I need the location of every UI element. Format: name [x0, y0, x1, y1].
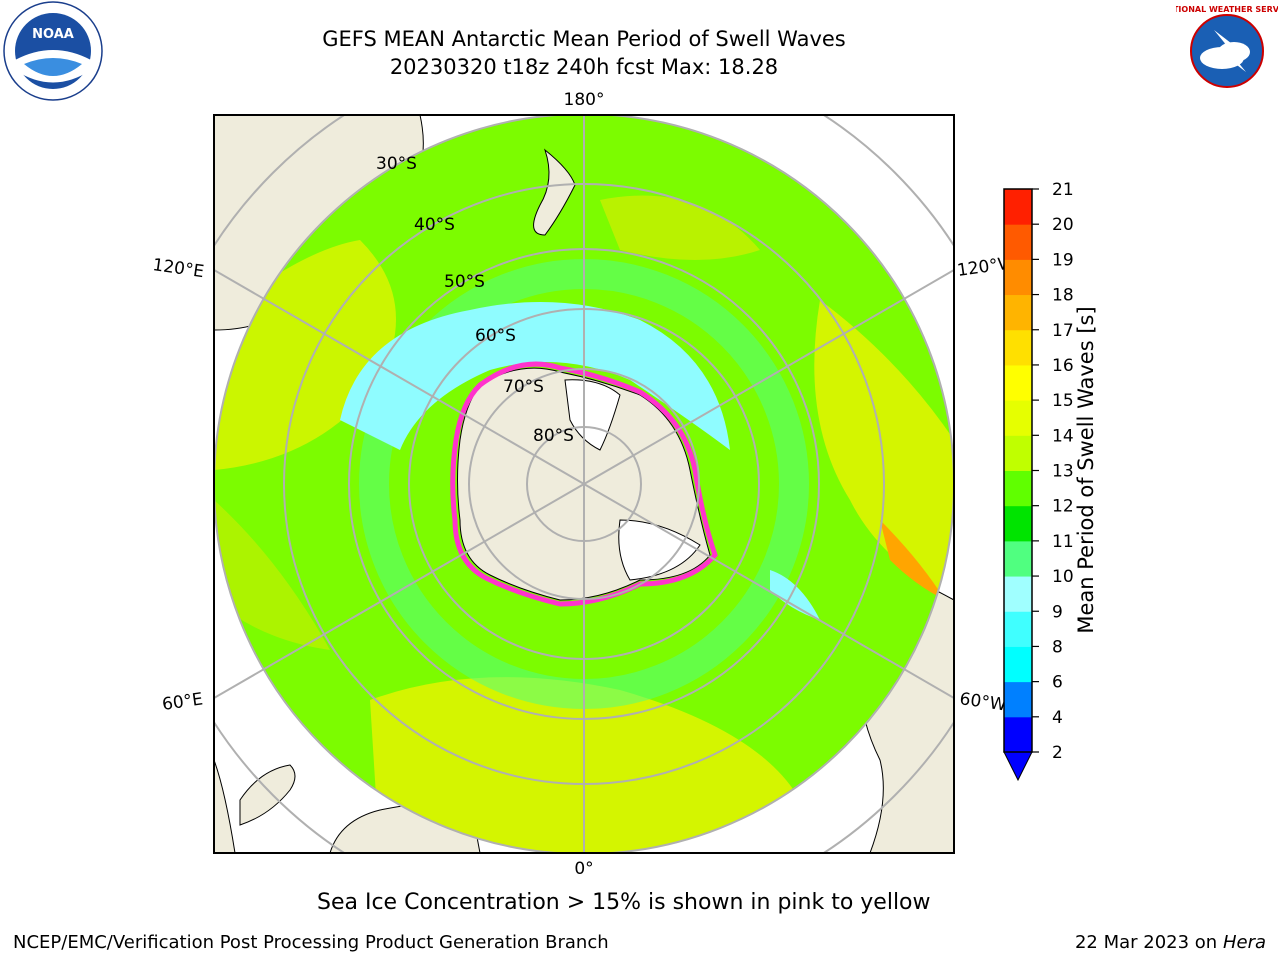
lat-label-60s: 60°S — [475, 326, 516, 346]
footer-date: 22 Mar 2023 on Hera — [1075, 932, 1266, 953]
sea-ice-edge — [450, 361, 718, 607]
colorbar-tick-label: 20 — [1052, 215, 1074, 235]
ross-ice-shelf — [564, 379, 621, 451]
colorbar-segment — [1004, 611, 1032, 647]
colorbar-extend-arrow — [1003, 751, 1033, 782]
colorbar-tick-label: 12 — [1052, 497, 1074, 517]
lat-label-80s: 80°S — [533, 426, 574, 446]
colorbar-tick-label: 2 — [1052, 743, 1063, 763]
colorbar-tick-label: 10 — [1052, 567, 1074, 587]
map-subtitle: 20230320 t18z 240h fcst Max: 18.28 — [389, 55, 779, 79]
graticule — [214, 115, 954, 853]
noaa-logo-text: NOAA — [32, 27, 74, 42]
colorbar-segment — [1004, 470, 1032, 507]
footer-credit: NCEP/EMC/Verification Post Processing Pr… — [13, 932, 609, 953]
colorbar-tick-label: 13 — [1052, 462, 1074, 482]
colorbar-tick-label: 16 — [1052, 356, 1074, 376]
colorbar-segment — [1004, 364, 1032, 401]
colorbar-segment — [1004, 716, 1032, 753]
colorbar-segment — [1004, 259, 1032, 296]
nws-logo: NATIONAL WEATHER SERVICE — [1176, 2, 1278, 100]
nws-logo-text: NATIONAL WEATHER SERVICE — [1176, 5, 1278, 14]
colorbar-segment — [1004, 294, 1032, 331]
noaa-logo: NOAA — [3, 1, 103, 101]
footer-date-text: 22 Mar 2023 on — [1074, 932, 1218, 953]
colorbar-segment — [1004, 400, 1032, 436]
colorbar-tick-label: 21 — [1052, 180, 1074, 200]
colorbar-segment — [1004, 540, 1032, 577]
lon-label-lower-left: 60°E — [161, 689, 204, 714]
colorbar-tick-label: 4 — [1052, 708, 1063, 728]
colorbar-tick-label: 9 — [1052, 602, 1063, 622]
colorbar-segment — [1004, 189, 1032, 225]
sea-ice-note: Sea Ice Concentration > 15% is shown in … — [317, 890, 931, 915]
colorbar-segment — [1004, 646, 1032, 683]
map-title: GEFS MEAN Antarctic Mean Period of Swell… — [322, 27, 846, 51]
colorbar-segment — [1004, 224, 1032, 260]
colorbar-segment — [1004, 576, 1032, 612]
colorbar-segment — [1004, 329, 1032, 366]
colorbar: 2 4 6 8 9 10 11 12 13 14 15 16 17 18 19 20 21 — [1003, 180, 1074, 782]
lat-label-50s: 50°S — [444, 272, 485, 292]
colorbar-tick-label: 19 — [1052, 250, 1074, 270]
lat-label-40s: 40°S — [414, 215, 455, 235]
colorbar-segment — [1004, 435, 1032, 471]
colorbar-tick-label: 17 — [1052, 321, 1074, 341]
colorbar-segment — [1004, 681, 1032, 718]
colorbar-segment — [1004, 505, 1032, 542]
colorbar-tick-label: 8 — [1052, 637, 1063, 657]
map-frame — [213, 114, 955, 854]
colorbar-tick-label: 18 — [1052, 286, 1074, 306]
lon-label-lower-right: 60°W — [958, 689, 1007, 715]
colorbar-tick-label: 14 — [1052, 426, 1074, 446]
footer-host: Hera — [1222, 932, 1266, 953]
lat-label-30s: 30°S — [376, 154, 417, 174]
lon-label-upper-left: 120°E — [151, 255, 205, 282]
colorbar-label: Mean Period of Swell Waves [s] — [1074, 306, 1098, 634]
colorbar-tick-label: 6 — [1052, 673, 1063, 693]
lon-label-top: 180° — [564, 90, 605, 110]
lat-label-70s: 70°S — [503, 377, 544, 397]
colorbar-tick-label: 15 — [1052, 391, 1074, 411]
colorbar-tick-label: 11 — [1052, 532, 1074, 552]
lon-label-bottom: 0° — [574, 859, 593, 879]
new-zealand-landmass — [533, 148, 576, 236]
madagascar-landmass — [239, 764, 296, 826]
